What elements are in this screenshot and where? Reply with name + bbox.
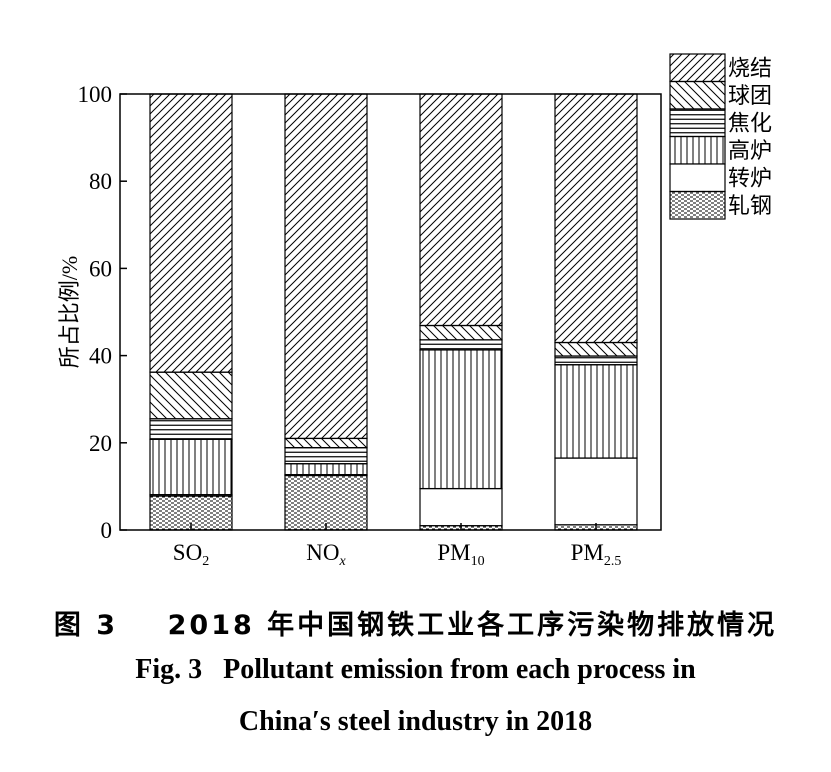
y-tick-label-0: 0 — [101, 518, 113, 543]
bar-segment-pm10-s3 — [419, 339, 503, 351]
legend-swatch-3 — [669, 135, 726, 165]
bar-segment-pm2-5-s3 — [554, 355, 638, 366]
caption-en-text-2: China′s steel industry in 2018 — [238, 706, 593, 737]
legend-swatch-1 — [669, 80, 726, 110]
x-axis: SO2 NOx PM10 PM2.5 — [173, 523, 622, 569]
x-tick-label-pm10: PM10 — [437, 540, 484, 569]
legend-label-1: 球团 — [728, 84, 772, 109]
bar-segment-so2-s3 — [149, 418, 233, 440]
legend-label-4: 转炉 — [728, 167, 772, 192]
stacked-bar-chart: 0 20 40 60 80 100 SO2 NOx PM10 PM2.5 所占比例/% 烧结球团… — [57, 53, 772, 569]
x-tick-label-nox: NOx — [306, 540, 346, 569]
y-axis-label: 所占比例/% — [57, 256, 82, 368]
bar-segment-pm10-s4 — [419, 324, 503, 341]
bar-segment-nox-s4 — [284, 437, 368, 449]
bar-segment-so2-s4 — [149, 371, 233, 420]
y-tick-label-20: 20 — [89, 431, 112, 456]
legend-label-0: 烧结 — [728, 57, 772, 82]
caption-english-line2: China′s steel industry in 2018 — [0, 706, 831, 738]
bar-segment-pm10-s1 — [419, 487, 503, 527]
bar-segment-pm2-5-s2 — [554, 364, 638, 459]
bar-segment-nox-s5 — [284, 93, 368, 440]
x-tick-label-so2: SO2 — [173, 540, 209, 569]
y-tick-label-40: 40 — [89, 344, 112, 369]
legend-label-2: 焦化 — [728, 112, 772, 137]
bar-segment-nox-s0 — [284, 474, 368, 531]
caption-en-label: Fig. 3 — [135, 654, 203, 685]
legend-label-5: 轧钢 — [728, 194, 772, 219]
bar-segment-nox-s3 — [284, 446, 368, 465]
caption-chinese: 图 3 2018 年中国钢铁工业各工序污染物排放情况 — [0, 603, 831, 642]
y-tick-label-100: 100 — [78, 82, 113, 107]
legend-swatch-0 — [669, 53, 726, 83]
legend-swatch-2 — [669, 108, 726, 138]
x-tick-label-pm2-5: PM2.5 — [571, 540, 622, 569]
plot-frame — [119, 93, 662, 531]
bar-segment-so2-s5 — [149, 93, 233, 373]
y-tick-label-60: 60 — [89, 256, 112, 281]
caption-english-line1: Fig. 3 Pollutant emission from each proc… — [0, 654, 831, 686]
bar-segment-pm2-5-s5 — [554, 93, 638, 344]
bar-segment-pm2-5-s1 — [554, 457, 638, 526]
legend-swatch-4 — [669, 163, 726, 193]
y-axis: 0 20 40 60 80 100 — [78, 82, 127, 543]
y-tick-label-80: 80 — [89, 169, 112, 194]
legend-label-3: 高炉 — [728, 139, 772, 164]
legend-swatch-5 — [669, 190, 726, 220]
bar-segment-so2-s2 — [149, 438, 233, 496]
bar-segment-pm2-5-s4 — [554, 341, 638, 357]
bar-segment-nox-s2 — [284, 463, 368, 476]
bar-segment-pm10-s5 — [419, 93, 503, 327]
caption-zh-label: 图 3 — [53, 610, 119, 641]
caption-zh-text: 2018 年中国钢铁工业各工序污染物排放情况 — [167, 610, 778, 641]
caption-en-text: Pollutant emission from each process in — [223, 654, 696, 685]
bar-segment-pm10-s2 — [419, 349, 503, 490]
bars-layer — [149, 93, 638, 531]
